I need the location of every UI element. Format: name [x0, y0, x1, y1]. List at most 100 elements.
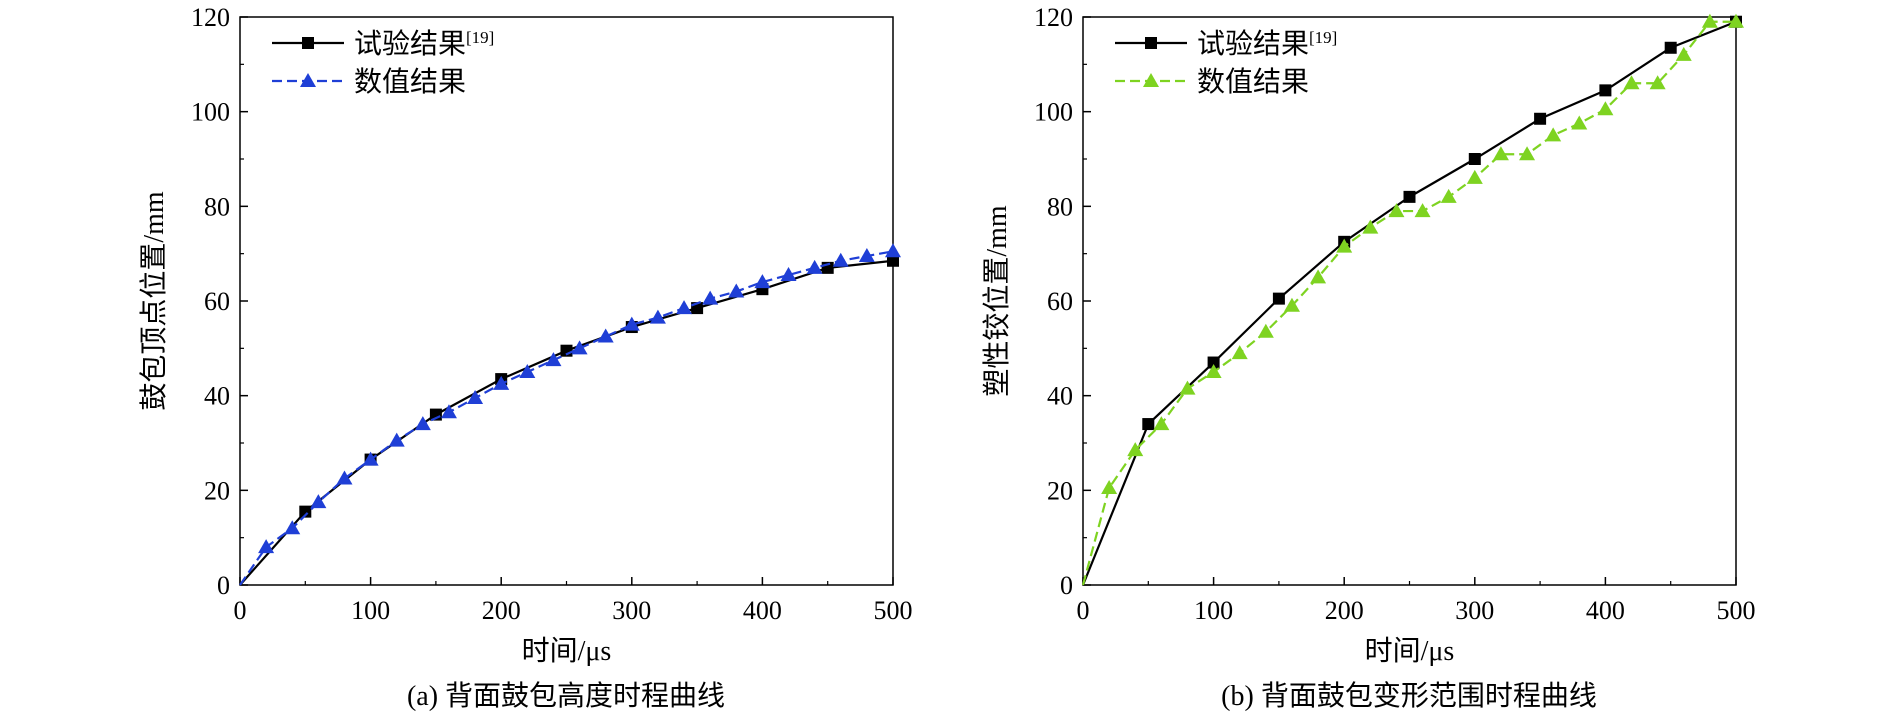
chart-b-data-point — [1571, 115, 1588, 130]
chart-b-data-point — [1440, 188, 1457, 203]
chart-a-y-tick-label: 20 — [204, 476, 230, 505]
chart-b-data-point — [1142, 418, 1155, 431]
chart-b-legend-marker — [1145, 37, 1157, 49]
chart-b-data-point — [1519, 146, 1536, 161]
chart-a-data-point — [832, 252, 849, 267]
chart-a-legend-label: 数值结果 — [354, 66, 466, 98]
chart-b-series-numerical — [1081, 13, 1744, 586]
chart-b-y-tick-label: 20 — [1047, 476, 1073, 505]
chart-b-data-point — [1127, 442, 1144, 457]
chart-b-y-tick-label: 100 — [1034, 98, 1073, 127]
chart-b-x-tick-label: 200 — [1325, 596, 1364, 625]
chart-a-x-tick-label: 300 — [612, 596, 651, 625]
chart-b-legend-label: 试验结果[19] — [1197, 28, 1337, 60]
chart-a-data-point — [388, 432, 405, 447]
chart-b-plot-frame — [1082, 16, 1737, 586]
chart-b-data-point — [1257, 323, 1274, 338]
chart-b-x-tick-label: 500 — [1717, 596, 1756, 625]
chart-b-series-line — [1081, 20, 1737, 586]
chart-b-data-point — [1468, 153, 1481, 165]
chart-a-series-experimental — [239, 254, 899, 586]
chart-a-data-point — [299, 505, 312, 518]
chart-a-data-point — [362, 451, 379, 466]
chart-b-data-point — [1414, 203, 1431, 218]
chart-b-data-point — [1466, 169, 1483, 184]
chart-a-data-point — [702, 290, 719, 305]
chart-b-legend-label: 数值结果 — [1197, 66, 1309, 98]
chart-b-legend: 试验结果[19] 数值结果 — [1115, 28, 1337, 98]
chart-a-x-tick-label: 400 — [743, 596, 782, 625]
chart-a-data-point — [649, 309, 666, 324]
chart-b-y-tick-label: 80 — [1047, 192, 1073, 221]
chart-b-data-point — [1403, 190, 1416, 203]
chart-a-y-axis-label: 鼓包顶点位置/mm — [138, 191, 170, 411]
chart-b-legend-citation: [19] — [1309, 28, 1337, 47]
chart-a-y-tick-label: 0 — [217, 571, 230, 600]
chart-b-legend-marker — [1143, 73, 1159, 87]
chart-b-data-point — [1336, 238, 1353, 253]
chart-a-y-tick-label: 80 — [204, 192, 230, 221]
chart-a-data-point — [806, 259, 823, 274]
chart-b-data-point — [1599, 84, 1612, 97]
chart-a-data-point — [493, 375, 510, 390]
chart-a-data-point — [728, 283, 745, 298]
chart-a-data-point — [623, 316, 640, 331]
chart-a-data-point — [754, 274, 771, 289]
chart-b-data-point — [1492, 146, 1509, 161]
chart-a-legend-marker — [302, 37, 314, 49]
chart-b-data-point — [1534, 112, 1547, 125]
chart-a-series-line — [239, 259, 894, 586]
chart-a-data-point — [858, 248, 875, 263]
chart-a-plot-frame — [239, 16, 894, 586]
chart-a-y-tick-label: 40 — [204, 382, 230, 411]
chart-b-data-point — [1728, 13, 1744, 28]
chart-a-y-tick-label: 100 — [191, 98, 230, 127]
chart-a-data-point — [336, 470, 353, 485]
chart-b-y-tick-label: 120 — [1034, 3, 1073, 32]
chart-b-y-tick-label: 60 — [1047, 287, 1073, 316]
chart-a-x-tick-label: 200 — [482, 596, 521, 625]
chart-b-data-point — [1272, 292, 1285, 305]
chart-a-data-point — [885, 243, 901, 258]
chart-a-caption: (a) 背面鼓包高度时程曲线 — [407, 680, 725, 712]
chart-a-legend-citation: [19] — [466, 28, 494, 47]
chart-b-data-point — [1545, 127, 1562, 142]
chart-a-legend: 试验结果[19] 数值结果 — [272, 28, 494, 98]
chart-b-data-point — [1153, 416, 1170, 431]
chart-a-data-point — [440, 404, 457, 419]
chart-b-data-point — [1597, 101, 1614, 116]
chart-b-data-point — [1207, 356, 1220, 369]
chart-b-y-tick-label: 40 — [1047, 382, 1073, 411]
chart-a-y-tick-label: 120 — [191, 3, 230, 32]
chart-a-legend-label: 试验结果[19] — [354, 28, 494, 60]
chart-a-data-point — [467, 390, 484, 405]
chart-a-data-point — [676, 300, 693, 315]
chart-a-y-tick-label: 60 — [204, 287, 230, 316]
chart-b-data-point — [1101, 479, 1118, 494]
chart-b-y-tick-label: 0 — [1060, 571, 1073, 600]
chart-b-data-point — [1362, 219, 1379, 234]
chart-b-x-tick-label: 100 — [1194, 596, 1233, 625]
chart-b-data-point — [1675, 46, 1692, 61]
chart-b-data-point — [1623, 75, 1640, 90]
chart-a-x-axis-label: 时间/μs — [522, 635, 612, 667]
chart-b-data-point — [1310, 269, 1327, 284]
chart-b-y-axis-label: 塑性铰位置/mm — [981, 205, 1013, 397]
chart-b-series-experimental — [1081, 15, 1742, 586]
chart-a-x-tick-label: 0 — [234, 596, 247, 625]
chart-b-data-point — [1179, 380, 1196, 395]
chart-b-data-point — [1205, 364, 1222, 378]
chart-b-data-point — [1649, 75, 1666, 90]
chart-a-data-point — [887, 254, 899, 267]
chart-a-data-point — [284, 520, 301, 535]
chart-a-data-point — [310, 494, 327, 509]
chart-a-x-tick-label: 100 — [351, 596, 390, 625]
chart-a-data-point — [258, 539, 275, 554]
chart-b-x-axis-label: 时间/μs — [1365, 635, 1455, 667]
chart-b-x-tick-label: 0 — [1077, 596, 1090, 625]
chart-b-data-point — [1664, 41, 1677, 54]
chart-a-x-tick-label: 500 — [874, 596, 913, 625]
chart-a-data-point — [414, 416, 431, 431]
chart-a-data-point — [519, 364, 536, 378]
